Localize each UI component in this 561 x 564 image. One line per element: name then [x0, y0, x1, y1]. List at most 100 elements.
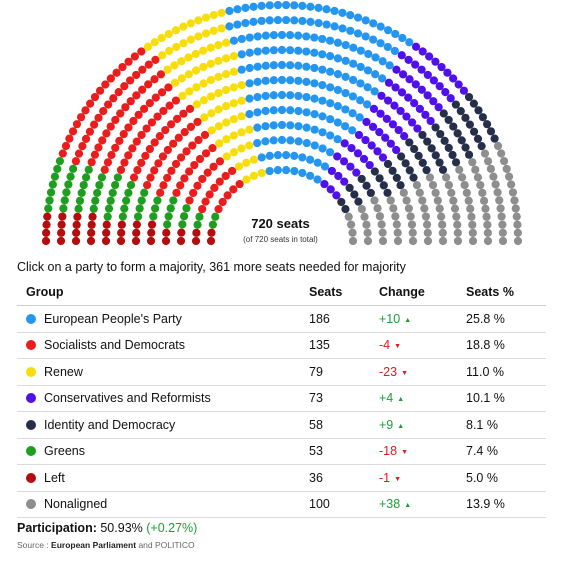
- seat-dot: [137, 158, 146, 167]
- seat-dot: [233, 5, 242, 14]
- seat-dot: [438, 228, 447, 237]
- seat-dot: [298, 16, 307, 26]
- seat-dot: [111, 180, 120, 190]
- seat-dot: [81, 106, 90, 115]
- seat-dot: [277, 120, 287, 130]
- seat-dot: [88, 212, 97, 221]
- party-change-cell: +9 ▲: [379, 411, 466, 439]
- seat-dot: [106, 196, 115, 205]
- seat-dot: [116, 236, 126, 246]
- seat-dot: [353, 29, 363, 38]
- seat-dot: [326, 131, 335, 140]
- seat-dot: [207, 109, 216, 118]
- seat-dot: [269, 76, 278, 85]
- table-row[interactable]: Socialists and Democrats 135 -4 ▼ 18.8 %: [17, 332, 546, 359]
- table-row[interactable]: Identity and Democracy 58 +9 ▲ 8.1 %: [17, 411, 546, 439]
- triangle-down-icon: ▼: [401, 369, 409, 377]
- seat-dot: [192, 100, 201, 109]
- seat-dot: [44, 204, 53, 213]
- seat-dot: [411, 80, 420, 89]
- seat-dot: [326, 83, 335, 92]
- seat-dot: [155, 132, 164, 141]
- party-change: -4: [379, 338, 391, 353]
- seat-dot: [209, 162, 218, 171]
- seat-dot: [242, 158, 251, 167]
- seat-dot: [468, 158, 477, 167]
- seat-dot: [349, 43, 358, 52]
- seat-dot: [381, 133, 390, 142]
- seat-dot: [363, 66, 373, 75]
- table-row[interactable]: Renew 79 -23 ▼ 11.0 %: [17, 358, 546, 386]
- seat-dot: [273, 166, 282, 175]
- seat-dot: [457, 173, 467, 182]
- seat-dot: [122, 196, 131, 205]
- seat-dot: [414, 151, 423, 160]
- seat-dot: [355, 113, 364, 122]
- seat-dot: [318, 34, 327, 44]
- party-seats-percent: 11.0 %: [466, 358, 546, 386]
- seat-dot: [310, 94, 319, 103]
- seat-dot: [150, 166, 159, 175]
- seat-dot: [404, 93, 413, 102]
- seat-dot: [318, 50, 327, 59]
- table-row[interactable]: Conservatives and Reformists 73 +4 ▲ 10.1 %: [17, 385, 546, 412]
- seat-dot: [346, 162, 355, 171]
- seat-dot: [418, 196, 427, 205]
- table-row[interactable]: European People's Party 186 +10 ▲ 25.8 %: [17, 305, 546, 333]
- table-row[interactable]: Greens 53 -18 ▼ 7.4 %: [17, 438, 546, 465]
- seat-dot: [58, 212, 67, 221]
- seat-dot: [163, 220, 172, 229]
- seat-dot: [215, 139, 224, 148]
- seat-dot: [451, 100, 460, 109]
- seat-dot: [116, 109, 125, 118]
- seat-dot: [384, 78, 394, 87]
- seat-dot: [425, 173, 435, 182]
- seat-dot: [314, 18, 323, 28]
- seat-dot: [42, 228, 51, 237]
- seat-dot: [209, 26, 218, 35]
- seat-dot: [146, 173, 155, 182]
- seat-dot: [306, 171, 315, 180]
- seat-dot: [334, 171, 343, 181]
- seat-dot: [185, 167, 194, 176]
- party-change-cell: +38 ▲: [379, 491, 466, 518]
- seat-dot: [423, 228, 432, 237]
- seat-dot: [72, 120, 82, 129]
- seat-dot: [91, 196, 100, 205]
- seat-dot: [141, 151, 150, 160]
- seat-dot: [375, 174, 384, 183]
- seat-dot: [124, 151, 133, 160]
- table-row[interactable]: Nonaligned 100 +38 ▲ 13.9 %: [17, 491, 546, 518]
- seat-dot: [237, 144, 246, 153]
- seat-dot: [392, 65, 401, 74]
- seat-dot: [165, 46, 174, 56]
- seat-dot: [129, 173, 139, 182]
- seat-dot: [443, 68, 452, 77]
- seat-dot: [402, 112, 411, 121]
- seat-dot: [104, 100, 113, 109]
- seat-dot: [294, 76, 303, 85]
- seat-dot: [222, 118, 231, 127]
- seat-dot: [269, 61, 278, 70]
- table-row[interactable]: Left 36 -1 ▼ 5.0 %: [17, 464, 546, 492]
- seat-dot: [182, 204, 191, 213]
- seat-dot: [195, 154, 205, 164]
- seat-dot: [396, 152, 406, 161]
- seat-dot: [306, 2, 315, 11]
- seat-dot: [215, 177, 224, 186]
- seat-dot: [426, 116, 435, 126]
- seat-dot: [350, 190, 359, 199]
- seat-dot: [257, 16, 266, 26]
- seat-dot: [171, 96, 181, 105]
- seat-dot: [163, 173, 172, 182]
- seat-dot: [277, 90, 287, 100]
- seat-dot: [135, 204, 144, 213]
- party-color-dot: [26, 499, 36, 510]
- party-change: -1: [379, 470, 391, 485]
- seat-dot: [193, 181, 202, 190]
- seat-dot: [368, 122, 378, 131]
- table-header-row: Group Seats Change Seats %: [17, 278, 546, 306]
- party-change-cell: -4 ▼: [379, 332, 466, 359]
- seat-dot: [286, 61, 295, 70]
- triangle-down-icon: ▼: [401, 449, 409, 457]
